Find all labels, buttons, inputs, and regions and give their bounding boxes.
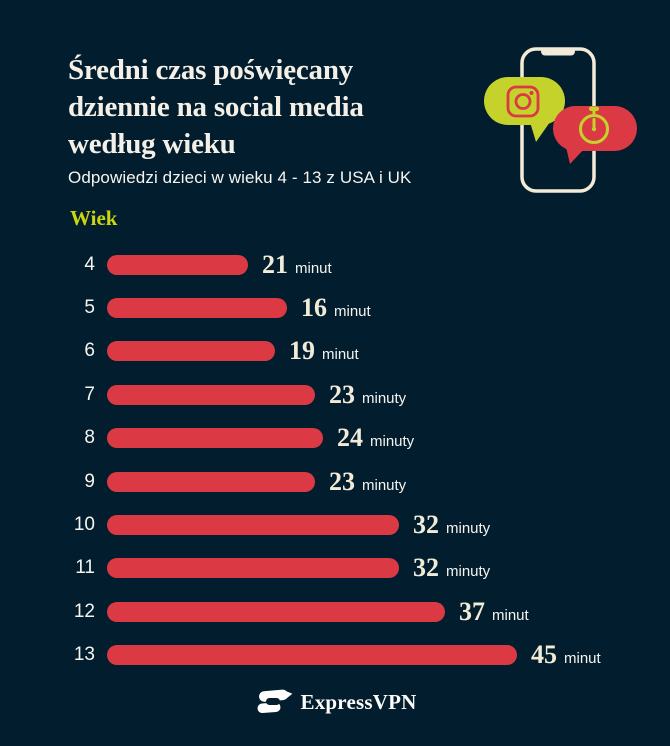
age-label: 8 [84, 427, 95, 449]
chart-row: 11 32 minuty [0, 547, 670, 590]
value-unit: minuty [446, 520, 491, 538]
value-unit: minut [334, 303, 371, 321]
value-number: 16 [301, 293, 327, 323]
chart-row: 6 19 minut [0, 330, 670, 373]
value-number: 45 [531, 640, 557, 670]
chart-row: 13 45 minut [0, 634, 670, 677]
value-number: 21 [262, 249, 288, 279]
title-line: Średni czas poświęcany [68, 54, 354, 86]
value-unit: minuty [362, 476, 407, 494]
chart-row: 5 16 minut [0, 286, 670, 329]
bar [107, 428, 323, 449]
value-unit: minuty [446, 563, 491, 581]
chart-row: 10 32 minuty [0, 503, 670, 546]
value-unit: minut [295, 259, 332, 277]
footer: ExpressVPN [0, 686, 670, 718]
value-number: 23 [329, 466, 355, 496]
value-number: 32 [413, 553, 439, 583]
age-label: 13 [73, 644, 95, 666]
age-label: 12 [73, 600, 95, 622]
stopwatch-bubble [553, 106, 637, 164]
subtitle: Odpowiedzi dzieci w wieku 4 - 13 z USA i… [68, 168, 412, 187]
age-label: 10 [73, 514, 95, 536]
y-axis-label: Wiek [70, 206, 118, 230]
title-line: według wieku [68, 128, 236, 160]
chart-row: 4 21 minut [0, 243, 670, 286]
value-number: 23 [329, 379, 355, 409]
value-unit: minut [564, 650, 601, 668]
value-number: 32 [413, 510, 439, 540]
value-unit: minut [492, 606, 529, 624]
value-unit: minuty [370, 433, 415, 451]
expressvpn-wordmark: ExpressVPN [300, 689, 417, 714]
bar [107, 645, 517, 666]
bar [107, 471, 315, 492]
chart-row: 7 23 minuty [0, 373, 670, 416]
value-unit: minuty [362, 389, 407, 407]
stopwatch-icon [579, 106, 609, 144]
expressvpn-logo-icon [257, 689, 292, 713]
bar [107, 558, 399, 579]
bar [107, 254, 248, 275]
value-unit: minut [322, 346, 359, 364]
age-label: 4 [84, 253, 95, 275]
page-title: Średni czas poświęcany dziennie na socia… [68, 52, 364, 163]
age-label: 9 [84, 470, 95, 492]
age-label: 11 [75, 557, 95, 579]
chart-row: 12 37 minut [0, 590, 670, 633]
bar [107, 515, 399, 536]
age-label: 5 [84, 297, 95, 319]
title-line: dziennie na social media [68, 91, 364, 123]
phone-social-illustration [484, 47, 637, 193]
instagram-icon [506, 85, 540, 118]
chart-row: 8 24 minuty [0, 417, 670, 460]
bar [107, 341, 275, 362]
value-number: 24 [337, 423, 363, 453]
age-label: 6 [84, 340, 95, 362]
bar-chart: 4 21 minut 5 16 minut 6 19 minut 7 23 minuty… [0, 243, 670, 677]
bar [107, 298, 287, 319]
age-label: 7 [84, 383, 95, 405]
value-number: 37 [459, 596, 485, 626]
instagram-bubble [484, 77, 565, 142]
bar [107, 601, 445, 622]
bar [107, 384, 315, 405]
value-number: 19 [289, 336, 315, 366]
chart-row: 9 23 minuty [0, 460, 670, 503]
